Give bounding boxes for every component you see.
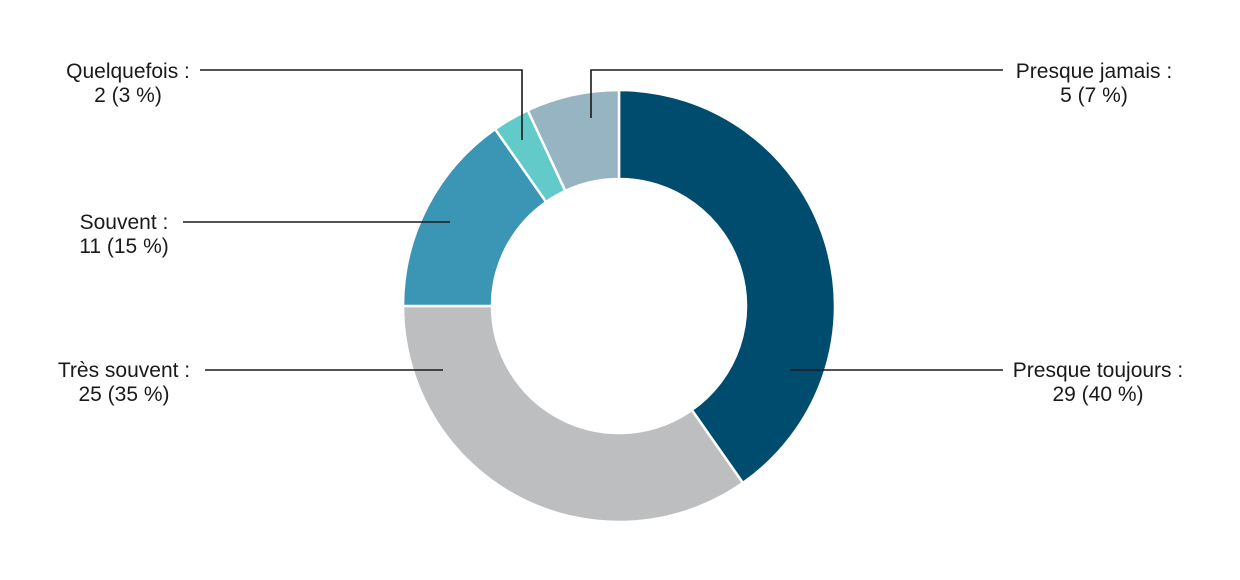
label-quelquefois-name: Quelquefois : [66,60,190,83]
leader-line-presque-jamais [590,69,1003,118]
slice-tres-souvent [401,304,745,524]
slice-presque-jamais [526,88,621,193]
label-presque-jamais-name: Presque jamais : [1016,60,1172,83]
label-presque-toujours-value: 29 (40 %) [1052,383,1143,406]
donut-slices [401,88,837,524]
label-souvent-value: 11 (15 %) [79,235,169,258]
slice-presque-toujours [617,88,837,485]
label-quelquefois-value: 2 (3 %) [94,84,162,107]
label-presque-jamais-value: 5 (7 %) [1060,84,1128,107]
label-tres-souvent-name: Très souvent : [58,359,190,382]
label-tres-souvent-value: 25 (35 %) [78,383,169,406]
leader-lines [183,69,1003,371]
leader-line-quelquefois [200,69,523,140]
label-souvent-name: Souvent : [80,211,169,234]
label-presque-toujours-name: Presque toujours : [1013,359,1183,382]
slice-labels: Presque toujours : 29 (40 %) Très souven… [58,60,1183,406]
